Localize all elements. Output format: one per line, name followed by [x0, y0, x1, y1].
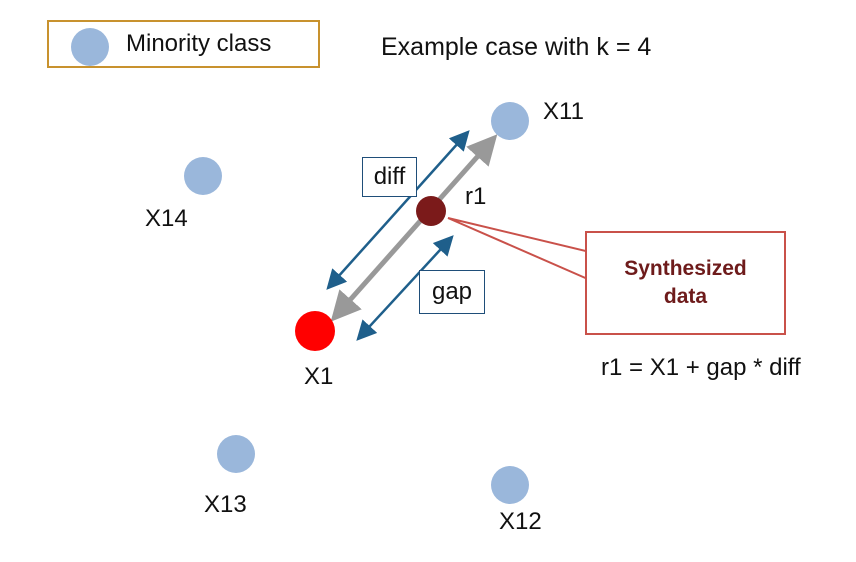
point-x13 — [217, 435, 255, 473]
label-x1: X1 — [304, 363, 334, 390]
label-x13: X13 — [204, 491, 247, 518]
callout-line-1: Synthesized — [624, 257, 747, 280]
legend: Minority class — [47, 20, 320, 68]
synthesized-data-callout: Synthesized data — [585, 231, 786, 335]
label-r1: r1 — [465, 183, 487, 210]
legend-label: Minority class — [126, 30, 272, 57]
formula: r1 = X1 + gap * diff — [601, 354, 801, 381]
diff-range-arrow — [326, 130, 470, 290]
diff-label: diff — [362, 157, 417, 197]
gap-label: gap — [419, 270, 485, 314]
gap-range-arrow — [356, 235, 454, 341]
label-x14: X14 — [145, 205, 188, 232]
point-r1 — [416, 196, 446, 226]
point-x14 — [184, 157, 222, 195]
callout-line-2: data — [663, 285, 708, 308]
point-x12 — [491, 466, 529, 504]
point-x11 — [491, 102, 529, 140]
label-x12: X12 — [499, 508, 542, 535]
label-x11: X11 — [543, 98, 584, 125]
diagram-title: Example case with k = 4 — [381, 33, 652, 61]
legend-marker-icon — [71, 28, 109, 66]
point-x1 — [295, 311, 335, 351]
